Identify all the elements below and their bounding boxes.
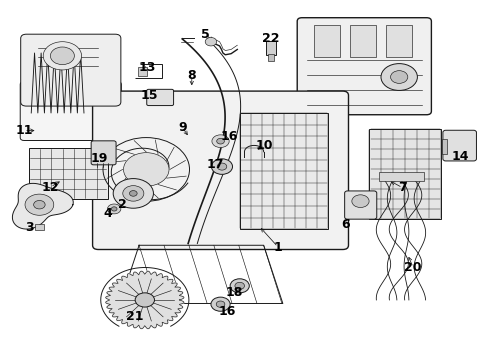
Circle shape — [216, 138, 224, 144]
Circle shape — [113, 179, 153, 208]
Circle shape — [34, 201, 45, 209]
Bar — [35, 224, 44, 230]
Circle shape — [234, 282, 244, 289]
Text: 22: 22 — [262, 32, 279, 45]
Circle shape — [210, 297, 230, 311]
Circle shape — [43, 42, 81, 70]
Bar — [368, 129, 440, 219]
FancyBboxPatch shape — [20, 34, 121, 106]
Text: 1: 1 — [273, 240, 282, 253]
Text: 18: 18 — [225, 286, 242, 299]
Text: 13: 13 — [139, 60, 156, 73]
Bar — [239, 113, 328, 229]
Text: 5: 5 — [201, 28, 209, 41]
Bar — [267, 54, 274, 61]
Circle shape — [205, 37, 216, 46]
Text: 6: 6 — [340, 217, 349, 231]
Circle shape — [50, 47, 74, 65]
FancyBboxPatch shape — [442, 130, 475, 161]
Bar — [441, 139, 446, 153]
Text: 19: 19 — [90, 152, 107, 165]
Text: 3: 3 — [25, 221, 34, 234]
Text: 17: 17 — [206, 158, 224, 171]
Bar — [349, 26, 376, 57]
Circle shape — [122, 186, 143, 201]
Bar — [29, 148, 108, 199]
Text: 7: 7 — [397, 181, 406, 194]
FancyBboxPatch shape — [92, 91, 348, 249]
Text: 11: 11 — [15, 124, 33, 137]
Bar — [265, 41, 276, 55]
Circle shape — [216, 301, 224, 307]
Text: 4: 4 — [103, 207, 112, 220]
Circle shape — [123, 153, 169, 186]
Circle shape — [107, 204, 121, 214]
Circle shape — [135, 293, 154, 307]
Circle shape — [111, 207, 117, 211]
Circle shape — [211, 135, 229, 148]
Text: 8: 8 — [187, 69, 196, 82]
Polygon shape — [105, 271, 183, 329]
Text: 21: 21 — [125, 310, 142, 323]
FancyBboxPatch shape — [20, 82, 121, 140]
Text: 15: 15 — [141, 89, 158, 102]
Text: 10: 10 — [255, 139, 273, 152]
Bar — [385, 26, 411, 57]
Bar — [137, 67, 147, 76]
FancyBboxPatch shape — [91, 141, 116, 165]
Circle shape — [351, 195, 368, 207]
Text: 9: 9 — [178, 121, 186, 134]
Circle shape — [390, 71, 407, 84]
Text: 16: 16 — [220, 130, 237, 143]
Circle shape — [129, 190, 137, 196]
Text: 2: 2 — [118, 198, 126, 211]
FancyBboxPatch shape — [297, 18, 430, 115]
Text: 12: 12 — [41, 181, 59, 194]
Bar — [313, 26, 340, 57]
Circle shape — [211, 159, 232, 174]
Circle shape — [380, 64, 417, 90]
Text: 20: 20 — [404, 261, 421, 274]
Text: 14: 14 — [450, 149, 468, 162]
Circle shape — [230, 279, 249, 293]
Circle shape — [217, 163, 226, 170]
Bar — [378, 172, 424, 181]
FancyBboxPatch shape — [146, 89, 173, 105]
Text: 16: 16 — [219, 305, 236, 318]
FancyBboxPatch shape — [344, 191, 376, 219]
Polygon shape — [12, 183, 73, 229]
Circle shape — [25, 194, 54, 215]
